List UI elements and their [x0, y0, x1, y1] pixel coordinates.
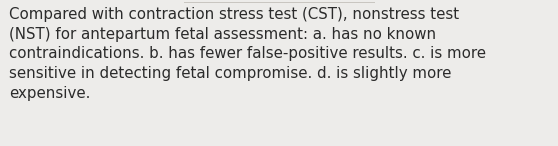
Text: Compared with contraction stress test (CST), nonstress test
(NST) for antepartum: Compared with contraction stress test (C…: [9, 7, 486, 101]
